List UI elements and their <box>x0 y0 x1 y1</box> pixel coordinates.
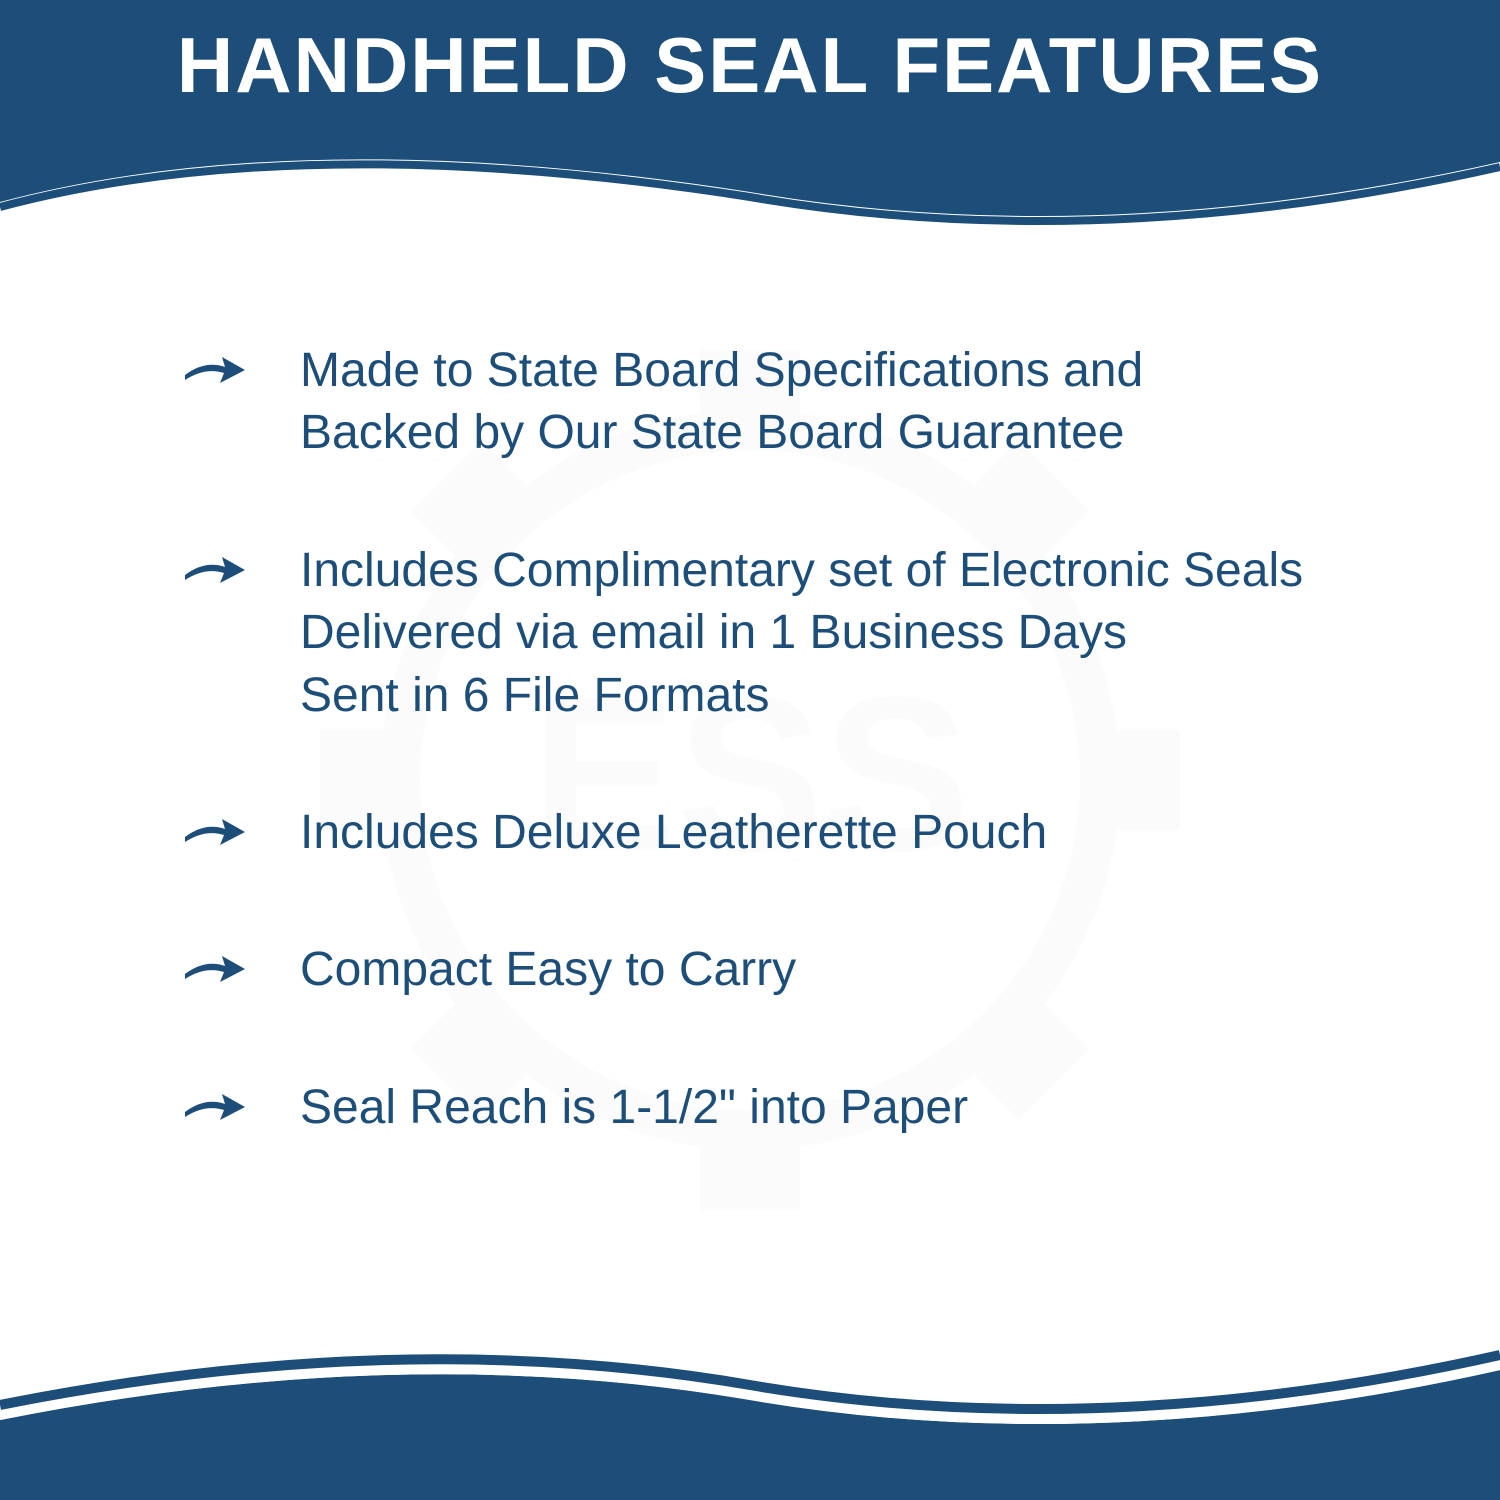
feature-text: Seal Reach is 1-1/2" into Paper <box>300 1077 968 1139</box>
feature-text: Includes Deluxe Leatherette Pouch <box>300 802 1047 864</box>
feature-text: Includes Complimentary set of Electronic… <box>300 540 1303 727</box>
feature-item: Seal Reach is 1-1/2" into Paper <box>180 1077 1400 1139</box>
feature-item: Made to State Board Specifications and B… <box>180 340 1400 465</box>
header-banner: HANDHELD SEAL FEATURES <box>0 0 1500 280</box>
content-area: ESS Made to State Board Specifications a… <box>0 280 1500 1280</box>
arrow-icon <box>180 807 250 857</box>
feature-list: Made to State Board Specifications and B… <box>180 340 1400 1139</box>
wave-bottom-decoration <box>0 1300 1500 1500</box>
wave-top-decoration <box>0 102 1500 282</box>
feature-text: Compact Easy to Carry <box>300 939 796 1001</box>
arrow-icon <box>180 944 250 994</box>
arrow-icon <box>180 345 250 395</box>
feature-text: Made to State Board Specifications and B… <box>300 340 1143 465</box>
page-title: HANDHELD SEAL FEATURES <box>0 0 1500 111</box>
feature-item: Compact Easy to Carry <box>180 939 1400 1001</box>
feature-item: Includes Complimentary set of Electronic… <box>180 540 1400 727</box>
arrow-icon <box>180 545 250 595</box>
feature-item: Includes Deluxe Leatherette Pouch <box>180 802 1400 864</box>
arrow-icon <box>180 1082 250 1132</box>
